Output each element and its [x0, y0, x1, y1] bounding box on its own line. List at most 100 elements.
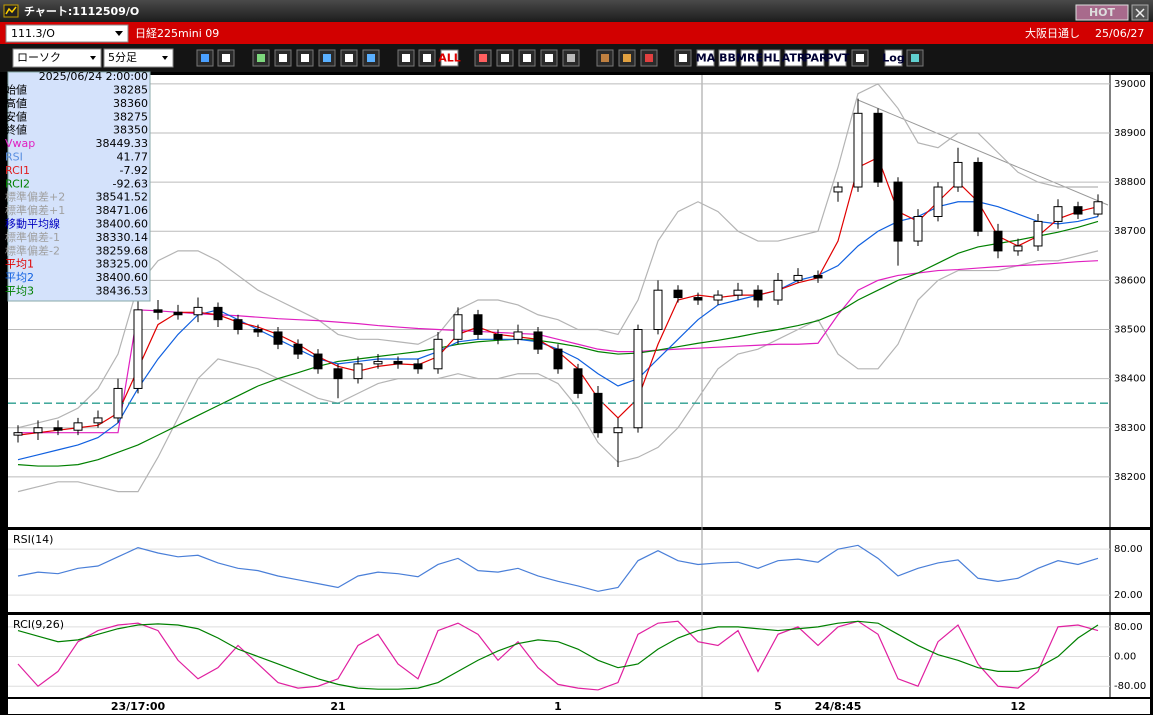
- y-tick-label: 20.00: [1114, 590, 1143, 601]
- toolbar-icon-glyph: [501, 54, 509, 62]
- candle-body: [133, 309, 143, 389]
- session: 大阪日通し: [1025, 26, 1080, 40]
- candle-body: [493, 333, 503, 340]
- info-label: 安値: [5, 109, 27, 123]
- toolbar-icon-glyph: [545, 54, 553, 62]
- info-panel: [7, 71, 151, 302]
- rsi-panel: [8, 530, 1150, 612]
- toolbar-icon-glyph: [679, 54, 687, 62]
- x-tick-label: 5: [774, 700, 782, 713]
- y-tick-label: -80.00: [1114, 681, 1146, 692]
- candle-body: [653, 289, 663, 330]
- info-value: 38360: [113, 97, 148, 110]
- toolbar-button[interactable]: [806, 49, 825, 67]
- toolbar-icon-glyph: [623, 54, 631, 62]
- toolbar-button-label: PAR: [803, 52, 828, 65]
- info-label: RCI2: [5, 177, 30, 190]
- candle-body: [273, 331, 283, 345]
- toolbar-button[interactable]: [440, 49, 459, 67]
- candle-body: [73, 422, 83, 431]
- toolbar-button[interactable]: [718, 49, 737, 67]
- title-bar: [0, 0, 1153, 22]
- hot-button[interactable]: [1075, 4, 1129, 21]
- y-tick-label: 38400: [1114, 374, 1146, 385]
- candle-body: [1053, 206, 1063, 222]
- indicator-line: [17, 220, 1099, 467]
- indicator-line: [17, 83, 1098, 429]
- info-value: 41.77: [117, 151, 149, 164]
- toolbar-button[interactable]: [696, 49, 715, 67]
- toolbar-icon-glyph: [279, 54, 287, 62]
- candle-body: [1013, 245, 1023, 252]
- info-value: 38325.00: [96, 258, 149, 271]
- y-tick-label: 38800: [1114, 177, 1146, 188]
- toolbar-icon-glyph: [367, 54, 375, 62]
- candle-body: [693, 297, 703, 301]
- toolbar-button[interactable]: [884, 49, 903, 67]
- symbol-select[interactable]: [5, 24, 129, 43]
- toolbar-button[interactable]: [828, 49, 847, 67]
- toolbar-button-label: HL: [763, 52, 779, 65]
- candle-body: [433, 338, 443, 370]
- chart-style: ローソク: [17, 51, 61, 64]
- y-tick-label: 38300: [1114, 423, 1146, 434]
- toolbar-button[interactable]: [762, 49, 781, 67]
- toolbar-button[interactable]: [784, 49, 803, 67]
- candle-body: [733, 289, 743, 296]
- toolbar-button-label: Log: [882, 52, 904, 65]
- info-label: RCI1: [5, 164, 30, 177]
- y-tick-label: 38500: [1114, 324, 1146, 335]
- toolbar-icon-glyph: [601, 54, 609, 62]
- info-label: Vwap: [5, 137, 35, 150]
- info-value: 38275: [113, 110, 148, 123]
- info-label: 高値: [5, 96, 27, 110]
- interval-select[interactable]: [103, 48, 174, 68]
- candle-body: [753, 289, 763, 301]
- candle-body: [613, 427, 623, 434]
- select-arrow: [90, 56, 96, 60]
- toolbar-button[interactable]: [740, 49, 759, 67]
- candle-body: [633, 328, 643, 429]
- info-value: 38350: [113, 124, 148, 137]
- info-label: 平均3: [5, 285, 34, 298]
- toolbar-button-label: ALL: [438, 52, 461, 65]
- select-arrow: [162, 56, 168, 60]
- candle-body: [213, 306, 223, 321]
- y-tick-label: 38200: [1114, 472, 1146, 483]
- toolbar-button-label: PVT: [825, 52, 850, 65]
- info-value: 38471.06: [96, 204, 149, 217]
- style-select[interactable]: [12, 48, 102, 68]
- y-tick-label: 80.00: [1114, 544, 1143, 555]
- candle-body: [593, 392, 603, 434]
- close-icon: [1135, 8, 1145, 18]
- x-tick-label: 23/17:00: [111, 700, 166, 713]
- candle-body: [773, 279, 783, 301]
- info-value: 38400.60: [96, 218, 149, 231]
- y-tick-label: 38600: [1114, 275, 1146, 286]
- window-title: チャート:1112509/O: [24, 5, 139, 18]
- toolbar-button-label: MA: [696, 52, 716, 65]
- y-tick-label: 80.00: [1114, 622, 1143, 633]
- info-value: -7.92: [120, 164, 148, 177]
- info-value: 38449.33: [96, 137, 149, 150]
- x-tick-label: 12: [1010, 700, 1025, 713]
- y-tick-label: 38900: [1114, 128, 1146, 139]
- candle-body: [833, 186, 843, 193]
- candle-body: [33, 427, 43, 434]
- indicator-line: [17, 620, 1099, 691]
- toolbar-button-label: ATR: [782, 52, 806, 65]
- info-label: 標準偏差+2: [5, 190, 65, 204]
- candle-body: [893, 181, 903, 242]
- info-label: 移動平均線: [5, 217, 60, 231]
- candle-body: [293, 343, 303, 355]
- info-label: 標準偏差-1: [5, 230, 60, 244]
- header-date: 25/06/27: [1095, 27, 1144, 40]
- candle-body: [1093, 201, 1103, 215]
- select-arrow: [115, 31, 123, 36]
- candle-body: [573, 368, 583, 394]
- info-value: 38436.53: [96, 285, 149, 298]
- toolbar-icon-glyph: [301, 54, 309, 62]
- info-value: -92.63: [113, 177, 148, 190]
- candle-body: [993, 230, 1003, 252]
